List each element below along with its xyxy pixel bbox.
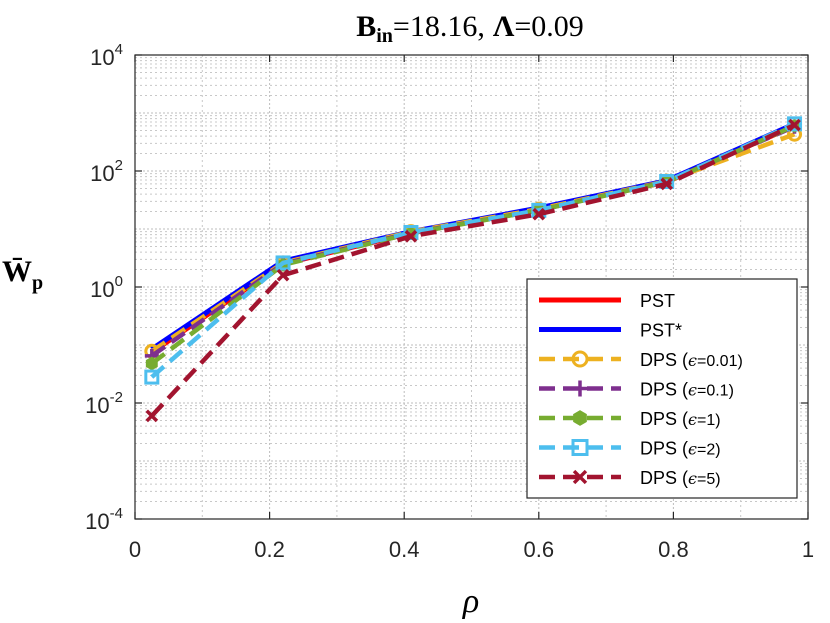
square-marker xyxy=(659,173,675,189)
y-tick-label: 10-4 xyxy=(85,505,123,534)
x-marker-b xyxy=(404,229,418,243)
square-marker xyxy=(571,439,589,456)
series-dps-5- xyxy=(145,118,801,423)
data-series xyxy=(144,116,803,423)
legend-label: DPS (ϵ=0.01) xyxy=(640,350,743,370)
legend-entry: DPS (ϵ=0.01) xyxy=(539,350,743,370)
legend-entry: DPS (ϵ=2) xyxy=(539,439,721,459)
x-tick-label: 0.2 xyxy=(254,537,285,562)
x-marker-b xyxy=(660,177,674,191)
hexagon-marker xyxy=(573,410,587,426)
y-axis-label: W̄p xyxy=(2,255,43,294)
data-point xyxy=(572,469,588,485)
legend-label: PST* xyxy=(640,321,682,341)
title-lambda-symbol: Λ xyxy=(493,10,515,43)
x-tick-label: 0.6 xyxy=(524,537,555,562)
x-axis-label: ρ xyxy=(462,583,479,620)
data-point xyxy=(788,118,801,132)
y-tick-label: 10-2 xyxy=(85,389,123,418)
x-marker-b xyxy=(572,469,588,485)
legend-label: DPS (ϵ=0.1) xyxy=(640,380,734,400)
data-point xyxy=(144,369,160,385)
x-tick-label: 0.4 xyxy=(389,537,420,562)
x-marker-b xyxy=(276,268,290,282)
data-point xyxy=(145,356,158,371)
data-point xyxy=(532,207,546,221)
data-point xyxy=(660,177,674,191)
legend-label: DPS (ϵ=1) xyxy=(640,409,721,429)
data-point xyxy=(145,409,159,423)
square-marker xyxy=(787,116,803,132)
square-marker xyxy=(144,369,160,385)
y-axis-label-subscript: p xyxy=(32,272,43,294)
chart-title: Bin=18.16, Λ=0.09 xyxy=(356,10,584,47)
y-tick-label: 104 xyxy=(90,41,123,70)
data-point xyxy=(573,410,587,426)
x-marker-b xyxy=(145,409,159,423)
y-tick-label: 102 xyxy=(90,157,123,186)
title-b-symbol: B xyxy=(356,10,376,43)
legend-label: PST xyxy=(640,291,675,311)
y-axis-label-symbol: W̄ xyxy=(2,255,32,288)
data-point xyxy=(659,173,675,189)
title-b-value: =18.16, xyxy=(393,10,485,43)
data-point xyxy=(275,255,291,271)
title-lambda-value: =0.09 xyxy=(514,10,583,43)
square-marker xyxy=(275,255,291,271)
x-tick-label: 1 xyxy=(802,537,814,562)
series-line xyxy=(150,122,796,418)
data-point xyxy=(787,116,803,132)
data-point xyxy=(571,350,589,368)
legend-entry: DPS (ϵ=1) xyxy=(539,409,721,429)
plot-frame xyxy=(134,54,809,520)
axis-ticks: 0 0.2 0.4 0.6 0.8 1 10-4 10-2 100 102 104 xyxy=(85,41,814,562)
data-point xyxy=(572,380,588,397)
legend-entry: DPS (ϵ=5) xyxy=(539,468,721,488)
x-tick-label: 0 xyxy=(129,537,141,562)
title-b-subscript: in xyxy=(376,25,393,47)
data-point xyxy=(404,229,418,243)
data-point xyxy=(276,268,290,282)
x-marker-b xyxy=(788,118,801,132)
y-tick-label: 100 xyxy=(90,273,123,302)
x-tick-label: 0.8 xyxy=(658,537,689,562)
data-point xyxy=(571,439,589,456)
circle-marker xyxy=(571,350,589,368)
legend-label: DPS (ϵ=5) xyxy=(640,468,721,488)
legend: PST PST* DPS (ϵ=0.01) DPS (ϵ=0.1) DPS (ϵ=1) D… xyxy=(526,278,798,499)
x-marker-b xyxy=(532,207,546,221)
legend-entry: PST* xyxy=(539,321,682,341)
hexagon-marker xyxy=(145,356,158,371)
legend-entry: PST xyxy=(539,291,675,311)
legend-entry: DPS (ϵ=0.1) xyxy=(539,380,734,400)
legend-label: DPS (ϵ=2) xyxy=(640,439,721,459)
